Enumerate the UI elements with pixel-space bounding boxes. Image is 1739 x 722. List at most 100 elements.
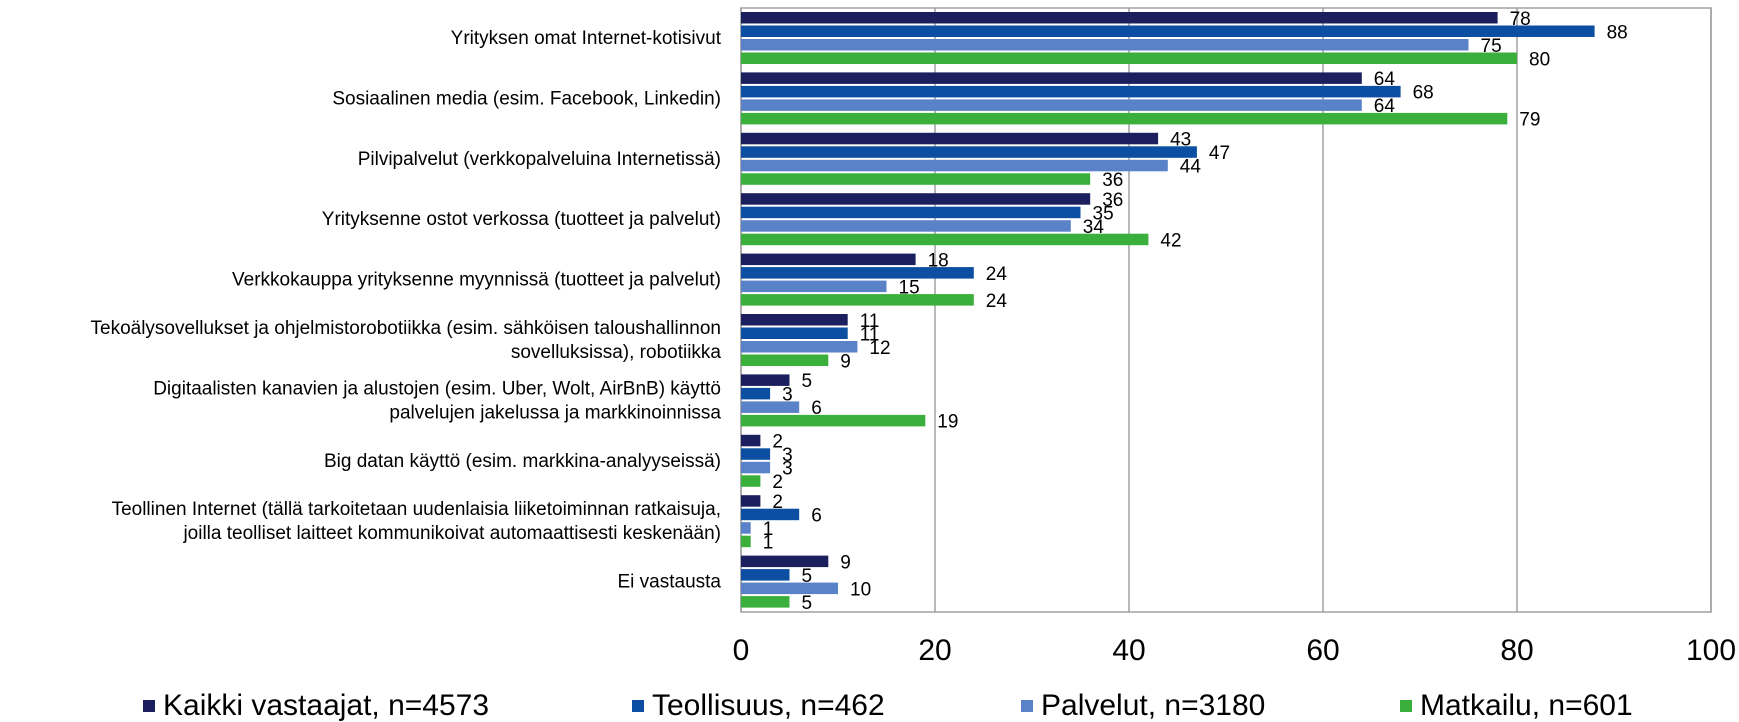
value-label: 68 [1413,83,1434,104]
legend-label: Kaikki vastaajat, n=4573 [163,689,489,722]
bar [741,508,800,521]
value-label: 15 [899,277,920,298]
bar [741,132,1159,145]
value-label: 1 [763,532,774,553]
bar [741,341,858,353]
bar [741,280,887,293]
x-tick-label: 20 [918,634,951,667]
value-label: 36 [1102,190,1123,211]
value-label: 6 [811,505,822,526]
bar [741,461,771,474]
x-tick-label: 0 [733,634,750,667]
x-tick-label: 60 [1306,634,1339,667]
category-label: Sosiaalinen media (esim. Facebook, Linke… [332,88,721,109]
value-label: 88 [1607,22,1628,43]
bar [741,39,1469,51]
value-label: 79 [1519,110,1540,131]
legend-marker [143,700,155,712]
value-label: 9 [840,351,851,372]
value-label: 3 [782,459,793,480]
bar [741,206,1081,219]
legend-marker [1021,700,1033,712]
bar [741,414,926,427]
value-label: 5 [802,566,813,587]
value-label: 2 [772,492,783,513]
bar [741,495,761,507]
value-label: 36 [1102,170,1123,191]
value-label: 11 [860,311,880,332]
bar [741,25,1595,37]
value-label: 3 [782,385,793,406]
value-label: 24 [986,291,1008,312]
bar [741,85,1401,98]
value-label: 42 [1160,230,1181,251]
legend-label: Teollisuus, n=462 [652,689,885,722]
bar [741,434,761,447]
value-label: 64 [1374,69,1396,90]
value-label: 2 [772,432,783,453]
bar [741,596,790,608]
value-label: 18 [928,250,949,271]
bar [741,146,1197,158]
category-label: Teollinen Internet (tällä tarkoitetaan u… [112,499,721,544]
legend-marker [632,700,644,712]
value-label: 11 [860,324,880,345]
bar [741,401,800,413]
bar [741,267,974,279]
value-label: 35 [1093,203,1114,224]
value-label: 5 [802,593,813,614]
x-tick-label: 100 [1686,634,1736,667]
category-label: Digitaalisten kanavien ja alustojen (esi… [153,378,721,423]
bar [741,475,761,487]
bar [741,374,790,386]
value-label: 19 [937,412,958,433]
bar [741,327,848,339]
bar [741,555,829,568]
value-label: 80 [1529,49,1550,70]
value-label: 6 [811,398,822,419]
category-label: Big datan käyttö (esim. markkina-analyys… [324,451,721,472]
value-label: 5 [802,371,813,392]
value-label: 9 [840,552,851,573]
bar [741,52,1517,64]
bar [741,72,1362,84]
bar [741,112,1508,125]
bar [741,233,1149,246]
category-label: Ei vastausta [618,572,722,593]
legend-label: Matkailu, n=601 [1420,689,1633,722]
value-label: 12 [869,338,890,359]
bar [741,159,1168,172]
bar [741,448,771,460]
category-label: Yrityksen omat Internet-kotisivut [451,28,722,49]
bar [741,535,751,548]
category-label: Tekoälysovellukset ja ohjelmistorobotiik… [91,318,722,363]
category-label: Verkkokauppa yrityksenne myynnissä (tuot… [232,270,721,291]
category-label: Yrityksenne ostot verkossa (tuotteet ja … [322,209,721,230]
value-label: 47 [1209,143,1230,164]
bar [741,294,974,306]
value-label: 10 [850,579,871,600]
value-label: 78 [1510,9,1531,30]
bar [741,354,829,366]
bar [741,387,771,400]
value-label: 24 [986,264,1008,285]
bar [741,253,916,266]
bar [741,522,751,534]
bar [741,220,1071,232]
bar [741,12,1498,24]
legend-label: Palvelut, n=3180 [1041,689,1265,722]
value-label: 44 [1180,157,1202,178]
value-label: 2 [772,472,783,493]
value-label: 34 [1083,217,1105,238]
bar [741,99,1362,111]
x-tick-label: 80 [1500,634,1533,667]
value-label: 75 [1481,36,1502,57]
bar [741,193,1091,205]
plot-area [740,7,1712,613]
bar [741,569,790,581]
bar [741,173,1091,185]
bar [741,314,848,326]
legend-marker [1400,700,1412,712]
x-tick-label: 40 [1112,634,1145,667]
